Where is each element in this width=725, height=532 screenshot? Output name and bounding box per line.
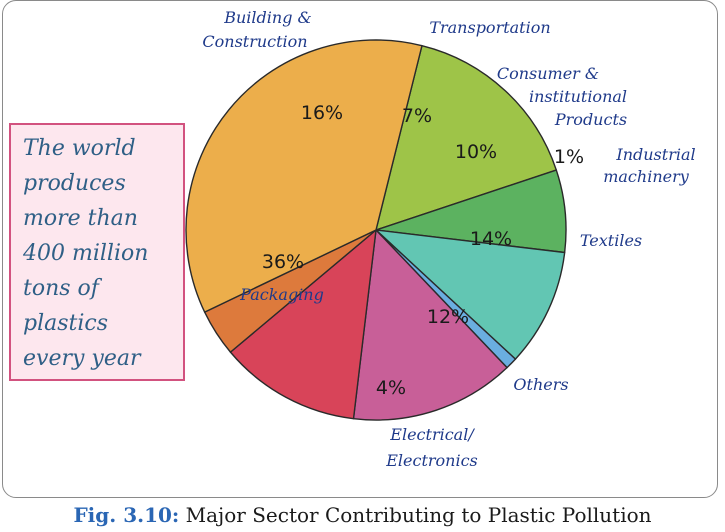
note-line-4: 400 million bbox=[23, 241, 149, 266]
slice-category-label-consumer-and-institutional-products: Consumer & bbox=[497, 64, 599, 83]
slice-category-label-consumer-and-institutional-products: institutional bbox=[529, 87, 627, 106]
slice-category-label-others: Others bbox=[513, 375, 568, 394]
note-line-3: more than bbox=[23, 206, 138, 231]
slice-category-label-packaging: Packaging bbox=[239, 285, 324, 304]
slice-value-building-and-construction: 16% bbox=[301, 102, 343, 124]
pie-slice-textiles bbox=[352, 229, 508, 421]
pie-slice-others bbox=[229, 229, 377, 420]
slice-value-transportation: 7% bbox=[402, 105, 432, 127]
figure-caption: Fig. 3.10: Major Sector Contributing to … bbox=[0, 503, 725, 527]
caption-text: Major Sector Contributing to Plastic Pol… bbox=[185, 503, 652, 527]
pie-slice-building-and-construction bbox=[375, 44, 557, 231]
slice-value-others: 12% bbox=[427, 306, 469, 328]
note-line-1: The world bbox=[23, 136, 136, 161]
note-line-6: plastics bbox=[23, 311, 109, 336]
slice-category-label-building-and-construction: Building & bbox=[223, 8, 312, 27]
slice-value-packaging: 36% bbox=[262, 251, 304, 273]
slice-category-label-consumer-and-institutional-products: Products bbox=[554, 110, 627, 129]
note-line-5: tons of bbox=[23, 276, 99, 301]
slice-category-label-industrial-machinery: Industrial bbox=[615, 145, 695, 164]
pie-slice-packaging bbox=[185, 39, 423, 313]
note-line-7: every year bbox=[23, 346, 141, 371]
slice-category-label-electrical-electronics: Electronics bbox=[385, 451, 478, 470]
slice-category-label-industrial-machinery: machinery bbox=[603, 167, 690, 186]
pie-slice-consumer-and-institutional-products bbox=[375, 229, 566, 360]
slice-category-label-transportation: Transportation bbox=[429, 18, 550, 37]
slice-category-label-textiles: Textiles bbox=[580, 231, 642, 250]
slice-category-label-building-and-construction: Construction bbox=[202, 32, 307, 51]
caption-prefix: Fig. 3.10: bbox=[73, 503, 180, 527]
slice-category-label-electrical-electronics: Electrical/ bbox=[389, 425, 475, 444]
fact-note-box: The world produces more than 400 million… bbox=[9, 123, 185, 381]
pie-chart: 16% Building & Construction 7% Transportatio… bbox=[185, 8, 696, 470]
slice-value-consumer-and-institutional-products: 10% bbox=[455, 141, 497, 163]
note-line-2: produces bbox=[23, 171, 126, 196]
slice-value-industrial-machinery: 1% bbox=[554, 146, 584, 168]
slice-value-textiles: 14% bbox=[470, 228, 512, 250]
slice-value-electrical-electronics: 4% bbox=[376, 377, 406, 399]
